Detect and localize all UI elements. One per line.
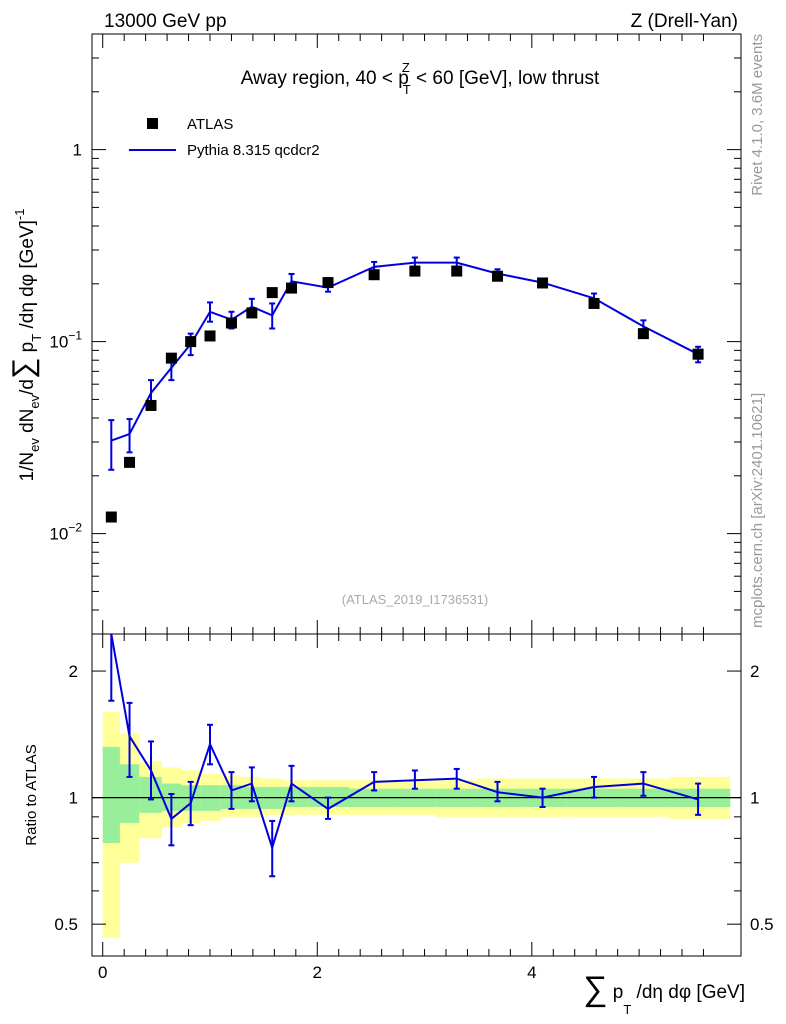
data-point bbox=[637, 328, 649, 340]
ratio-y-axis-label: Ratio to ATLAS bbox=[23, 744, 40, 845]
legend-label-pythia: Pythia 8.315 qcdcr2 bbox=[187, 142, 320, 159]
main-title: Away region, 40 < pZ T < 60 [GeV], low th… bbox=[241, 60, 600, 97]
ratio-band-inner bbox=[102, 746, 120, 843]
main-mc-errorbar bbox=[126, 418, 133, 454]
x-tick-label: 0 bbox=[98, 963, 107, 982]
ratio-mc-errorbar bbox=[591, 775, 598, 799]
x-ticks: 0 2 4 bbox=[98, 34, 704, 982]
ratio-mc-errorbar bbox=[539, 787, 546, 808]
ratio-y-tick-label: 1 bbox=[69, 789, 78, 808]
data-point bbox=[322, 277, 334, 289]
x-tick-label: 4 bbox=[527, 963, 536, 982]
ratio-mc-errorbar bbox=[248, 766, 255, 803]
ratio-mc-errorbar bbox=[126, 701, 133, 778]
ratio-y-ticks: 0.5 0.5 1 1 2 2 bbox=[54, 662, 773, 934]
ratio-mc-errorbar bbox=[228, 771, 235, 810]
main-y-tick-label: 1 bbox=[73, 141, 82, 160]
main-mc-errorbar bbox=[108, 419, 115, 471]
ratio-mc-errorbar bbox=[494, 780, 501, 803]
header-right: Z (Drell-Yan) bbox=[631, 11, 738, 32]
data-point bbox=[124, 456, 136, 468]
data-point bbox=[692, 348, 704, 360]
ratio-uncertainty-bands bbox=[102, 711, 731, 938]
ratio-band-inner bbox=[119, 764, 140, 824]
main-mc-errorbar bbox=[269, 302, 276, 330]
data-point bbox=[246, 307, 258, 319]
data-point bbox=[286, 282, 298, 294]
ratio-mc-errorbar bbox=[695, 782, 702, 816]
ratio-mc-errorbar bbox=[288, 764, 295, 803]
rivet-label: Rivet 4.1.0, 3.6M events bbox=[749, 34, 766, 196]
ratio-y-tick-label-right: 0.5 bbox=[750, 915, 774, 934]
ratio-y-tick-label-right: 1 bbox=[750, 789, 759, 808]
ratio-mc-errorbar bbox=[411, 769, 418, 790]
ratio-mc-errorbar bbox=[168, 792, 175, 847]
ratio-mc-errorbar bbox=[371, 771, 378, 792]
data-point bbox=[105, 511, 117, 523]
ratio-y-tick-label: 2 bbox=[69, 662, 78, 681]
main-y-tick-label: 10−2 bbox=[49, 521, 82, 544]
data-point bbox=[204, 330, 216, 342]
main-y-tick-label: 10−1 bbox=[49, 329, 82, 352]
data-point bbox=[537, 277, 549, 289]
main-mc-errorbar bbox=[207, 301, 213, 323]
ratio-mc-errorbar bbox=[325, 796, 331, 820]
ratio-y-tick-label: 0.5 bbox=[54, 915, 78, 934]
main-y-axis-label: 1/Nev dNev/d∑ pT /dη dφ [GeV]-1 bbox=[7, 209, 44, 482]
main-y-ticks: 10−2 10−1 1 bbox=[49, 33, 741, 635]
header-left: 13000 GeV pp bbox=[104, 11, 227, 32]
legend-label-atlas: ATLAS bbox=[187, 116, 233, 133]
ratio-mc-errorbar bbox=[148, 740, 154, 801]
main-watermark: (ATLAS_2019_I1736531) bbox=[342, 592, 488, 607]
ratio-frame bbox=[91, 633, 742, 957]
data-point bbox=[165, 352, 177, 364]
ratio-mc-errorbar bbox=[187, 780, 194, 827]
mcplots-label: mcplots.cern.ch [arXiv:2401.10621] bbox=[749, 393, 766, 628]
data-point bbox=[409, 265, 421, 277]
ratio-mc-errorbar bbox=[640, 771, 647, 797]
data-point bbox=[185, 336, 197, 348]
data-point bbox=[368, 269, 380, 281]
data-point bbox=[491, 270, 503, 282]
ratio-mc-errorbar bbox=[269, 819, 276, 878]
ratio-mc-errorbar bbox=[108, 634, 115, 702]
x-axis-label: ∑ pT /dη dφ [GeV] bbox=[583, 970, 745, 1017]
legend-marker-atlas bbox=[147, 118, 158, 129]
ratio-mc-errorbar bbox=[207, 723, 213, 766]
ratio-y-tick-label-right: 2 bbox=[750, 662, 759, 681]
data-point bbox=[266, 287, 278, 299]
data-point bbox=[588, 297, 600, 309]
ratio-mc-errorbar bbox=[453, 767, 460, 790]
x-tick-label: 2 bbox=[313, 963, 322, 982]
data-point bbox=[145, 399, 157, 411]
main-mc-line bbox=[110, 261, 699, 442]
data-point bbox=[451, 265, 463, 277]
data-point bbox=[225, 317, 237, 329]
